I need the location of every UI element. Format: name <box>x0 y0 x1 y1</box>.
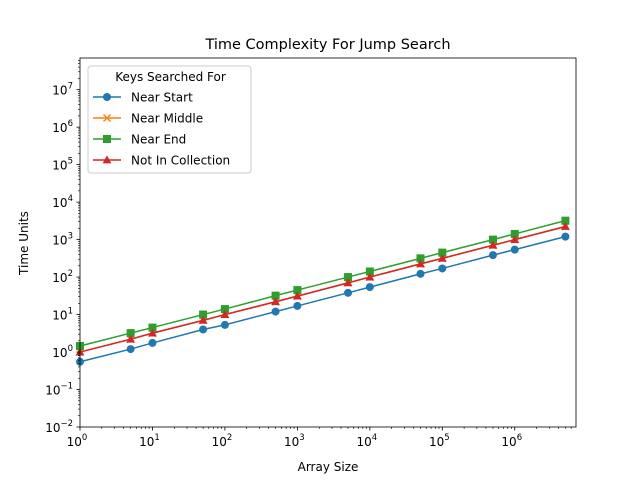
series-line-not-in-collection <box>79 225 566 353</box>
legend-marker <box>103 93 111 101</box>
data-point-not-in-collection <box>437 253 447 262</box>
legend-label: Near End <box>131 133 186 147</box>
data-point-not-in-collection <box>488 240 498 249</box>
y-tick-label: 100 <box>52 344 73 360</box>
data-point-near-start <box>220 320 229 329</box>
chart-title: Time Complexity For Jump Search <box>204 37 450 53</box>
legend-box <box>87 65 252 174</box>
data-point-near-start <box>561 232 570 241</box>
data-point-near-start <box>438 264 447 273</box>
data-point-near-start <box>365 283 374 292</box>
data-point-near-end <box>199 310 208 319</box>
y-tick-label: 101 <box>52 307 73 323</box>
data-point-near-start <box>148 338 157 347</box>
data-point-near-end <box>488 235 497 244</box>
x-tick-label: 105 <box>429 433 450 449</box>
data-point-not-in-collection <box>343 278 353 287</box>
legend-item-not-in-collection: Not In Collection <box>93 154 230 168</box>
series-layer <box>75 216 570 366</box>
data-point-not-in-collection <box>271 297 280 306</box>
y-tick-label: 106 <box>52 119 73 135</box>
data-point-near-end <box>561 216 570 225</box>
legend-label: Near Start <box>131 91 193 105</box>
legend: Keys Searched For Near Start Near Middle Ne… <box>87 65 252 174</box>
data-point-not-in-collection <box>148 328 157 337</box>
series-line-near-start <box>79 235 566 363</box>
data-point-near-start <box>199 325 208 334</box>
data-point-not-in-collection <box>510 234 520 243</box>
data-point-near-end <box>220 305 229 314</box>
data-point-near-end <box>148 323 157 332</box>
data-point-near-start <box>510 245 519 254</box>
legend-label: Near Middle <box>131 112 203 126</box>
y-tick-label: 102 <box>52 269 73 285</box>
axes-layer: 100 101 102 103 104 105 106 10−2 10−1 100 101 102 10… <box>45 57 577 449</box>
x-tick-label: 106 <box>501 433 522 449</box>
data-point-near-end <box>126 329 135 338</box>
x-axis-label: Array Size <box>298 460 359 474</box>
data-point-not-in-collection <box>365 272 375 281</box>
data-point-near-end <box>344 273 353 282</box>
y-tick-label: 104 <box>52 194 73 210</box>
x-tick-label: 101 <box>139 433 160 449</box>
data-point-near-start <box>416 269 425 278</box>
y-tick-label: 10−2 <box>45 419 73 435</box>
legend-item-near-end: Near End <box>93 133 186 147</box>
legend-label: Not In Collection <box>131 154 230 168</box>
series-line-near-end <box>79 219 566 347</box>
plot-frame <box>79 57 577 428</box>
data-point-not-in-collection <box>416 259 425 268</box>
legend-marker <box>103 114 111 122</box>
x-tick-label: 103 <box>284 433 305 449</box>
data-point-near-end <box>510 229 519 238</box>
data-point-near-end <box>365 267 374 276</box>
x-tick-label: 100 <box>67 433 88 449</box>
data-point-near-end <box>271 291 280 300</box>
data-point-near-start <box>271 307 280 316</box>
y-tick-label: 107 <box>52 82 73 98</box>
data-point-near-start <box>293 301 302 310</box>
data-point-not-in-collection <box>561 221 570 230</box>
data-point-near-end <box>293 286 302 295</box>
x-tick-label: 102 <box>212 433 233 449</box>
legend-title: Keys Searched For <box>115 70 226 84</box>
data-point-near-start <box>488 251 497 260</box>
series-not-in-collection <box>75 221 570 356</box>
data-point-near-end <box>416 254 425 263</box>
x-tick-label: 104 <box>356 433 377 449</box>
data-point-not-in-collection <box>198 315 208 324</box>
legend-item-near-middle: Near Middle <box>93 112 203 126</box>
y-tick-label: 105 <box>52 157 73 173</box>
data-point-near-start <box>126 345 135 354</box>
data-point-not-in-collection <box>220 309 230 318</box>
data-point-not-in-collection <box>126 334 136 343</box>
legend-item-near-start: Near Start <box>93 91 193 105</box>
y-tick-label: 103 <box>52 232 73 248</box>
legend-marker <box>102 155 112 164</box>
data-point-near-start <box>344 288 353 297</box>
y-tick-label: 10−1 <box>45 382 73 398</box>
y-axis-label: Time Units <box>17 211 31 276</box>
legend-marker <box>103 135 111 143</box>
series-near-start <box>76 232 570 366</box>
data-point-near-end <box>438 248 447 257</box>
data-point-not-in-collection <box>292 291 302 300</box>
